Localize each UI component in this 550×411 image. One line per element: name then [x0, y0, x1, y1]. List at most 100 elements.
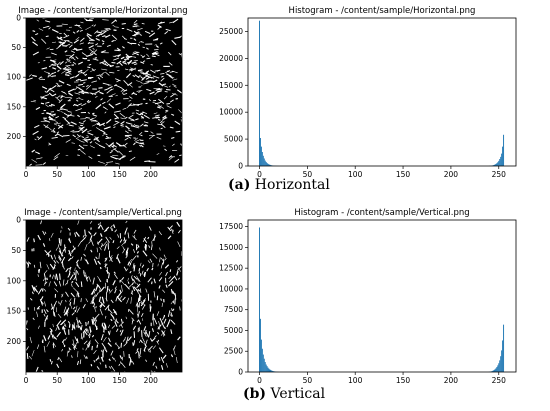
image-edge-stroke — [102, 82, 110, 86]
image-edge-stroke — [141, 264, 145, 268]
image-edge-stroke — [128, 284, 133, 288]
image-edge-stroke — [83, 330, 88, 336]
image-edge-stroke — [158, 285, 161, 289]
histogram-bar — [259, 318, 261, 372]
image-edge-stroke — [171, 308, 173, 311]
image-edge-stroke — [158, 347, 164, 354]
image-edge-stroke — [114, 110, 121, 113]
image-edge-stroke — [157, 324, 162, 330]
image-edge-stroke — [58, 280, 61, 285]
image-edge-stroke — [60, 95, 64, 98]
image-edge-stroke — [117, 234, 120, 238]
image-edge-stroke — [122, 60, 127, 63]
image-edge-stroke — [90, 69, 96, 72]
image-edge-stroke — [75, 56, 79, 60]
image-edge-stroke — [40, 102, 45, 105]
image-edge-stroke — [56, 61, 61, 66]
image-edge-stroke — [120, 56, 125, 60]
image-edge-stroke — [105, 34, 111, 38]
image-edge-stroke — [130, 243, 134, 246]
image-edge-stroke — [53, 113, 56, 116]
image-edge-stroke — [155, 45, 159, 48]
image-edge-stroke — [88, 45, 94, 49]
image-edge-stroke — [152, 253, 158, 259]
image-edge-stroke — [96, 138, 99, 141]
image-edge-stroke — [25, 261, 29, 265]
image-edge-stroke — [75, 281, 80, 288]
histogram-bar — [263, 358, 265, 372]
histogram-bar — [268, 164, 270, 166]
image-edge-stroke — [97, 260, 101, 265]
histogram-y-tick-label: 5000 — [224, 135, 243, 144]
image-edge-stroke — [156, 136, 162, 140]
image-edge-stroke — [140, 82, 143, 84]
image-edge-stroke — [145, 74, 149, 78]
image-edge-stroke — [152, 345, 156, 350]
image-edge-stroke — [103, 336, 107, 342]
image-edge-stroke — [35, 366, 39, 373]
histogram-x-tick-label: 0 — [257, 170, 262, 179]
image-edge-stroke — [60, 95, 64, 99]
histogram-bar — [270, 165, 272, 166]
image-edge-stroke — [101, 68, 108, 71]
image-edge-stroke — [76, 360, 79, 366]
image-edge-stroke — [166, 102, 170, 105]
image-edge-stroke — [75, 259, 79, 264]
image-edge-stroke — [147, 277, 152, 283]
image-edge-stroke — [125, 220, 128, 224]
image-x-tick-label: 200 — [144, 170, 159, 179]
image-edge-stroke — [91, 124, 97, 127]
image-edge-stroke — [105, 118, 112, 124]
image-edge-stroke — [68, 92, 73, 96]
image-edge-stroke — [91, 24, 94, 27]
image-edge-stroke — [125, 316, 128, 320]
image-edge-stroke — [62, 134, 70, 137]
image-edge-stroke — [128, 114, 134, 119]
image-edge-stroke — [131, 290, 133, 295]
image-edge-stroke — [153, 112, 158, 115]
image-x-tick-label: 0 — [24, 170, 29, 179]
image-edge-stroke — [33, 238, 35, 243]
image-edge-stroke — [44, 301, 46, 307]
image-edge-stroke — [99, 233, 103, 238]
histogram-x-tick-label: 100 — [348, 170, 363, 179]
image-edge-stroke — [135, 303, 138, 307]
image-edge-stroke — [120, 324, 123, 328]
image-edge-stroke — [155, 53, 160, 57]
image-edge-stroke — [116, 80, 120, 83]
image-edge-stroke — [154, 335, 157, 338]
image-edge-stroke — [111, 145, 115, 148]
image-edge-stroke — [118, 61, 123, 66]
image-edge-stroke — [43, 313, 46, 317]
histogram-bar — [496, 367, 498, 372]
image-edge-stroke — [99, 304, 103, 309]
image-edge-stroke — [56, 131, 60, 134]
image-edge-stroke — [112, 55, 117, 58]
image-edge-stroke — [90, 249, 93, 253]
image-edge-stroke — [114, 321, 118, 327]
image-edge-stroke — [139, 262, 142, 267]
image-edge-stroke — [88, 240, 91, 244]
image-edge-stroke — [80, 37, 85, 42]
image-edge-stroke — [176, 357, 178, 364]
image-edge-stroke — [120, 120, 125, 125]
image-edge-stroke — [36, 311, 39, 318]
image-edge-stroke — [124, 137, 129, 141]
image-edge-stroke — [87, 321, 89, 325]
image-edge-stroke — [49, 75, 53, 78]
histogram-bar — [259, 227, 260, 372]
image-edge-stroke — [36, 19, 40, 22]
image-edge-stroke — [42, 230, 46, 236]
image-edge-stroke — [52, 129, 56, 133]
image-edge-stroke — [115, 102, 121, 106]
image-edge-stroke — [96, 366, 100, 370]
image-edge-stroke — [83, 253, 86, 257]
image-edge-stroke — [168, 51, 172, 56]
image-edge-stroke — [124, 142, 128, 146]
image-edge-stroke — [69, 76, 75, 79]
image-edge-stroke — [119, 355, 123, 359]
image-edge-stroke — [62, 264, 65, 270]
image-edge-stroke — [29, 297, 33, 301]
image-edge-stroke — [68, 323, 71, 328]
image-edge-stroke — [56, 363, 60, 368]
